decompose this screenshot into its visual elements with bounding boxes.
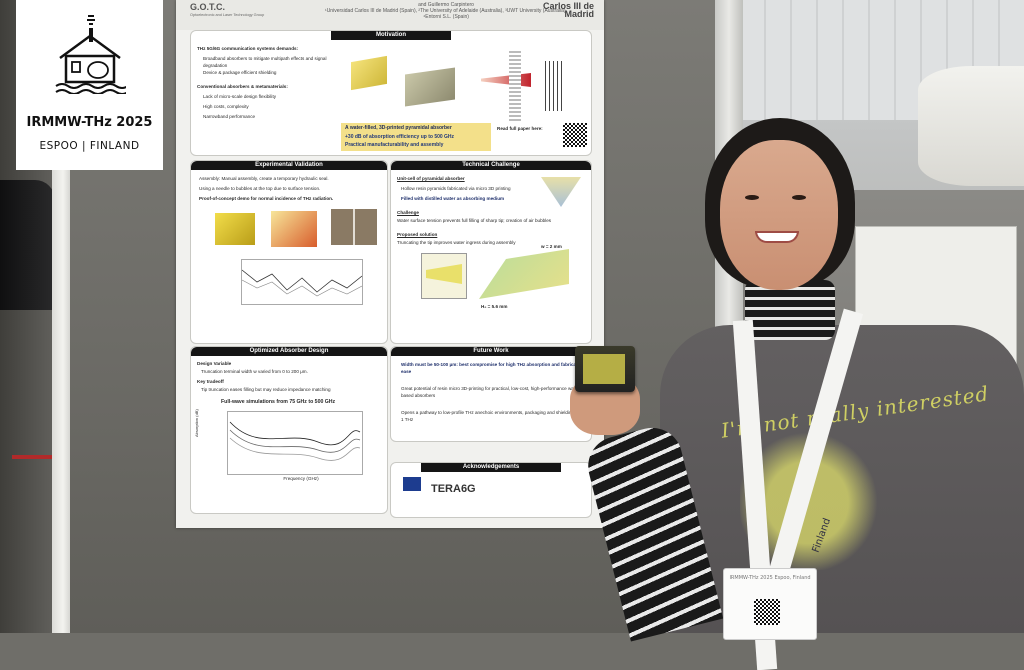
group-caption: Optoelectronic and Laser Technology Grou… bbox=[190, 13, 265, 17]
simulation-plot-svg bbox=[229, 421, 361, 461]
technical-section: Technical Challenge Unit-cell of pyramid… bbox=[390, 160, 592, 344]
w-dimension-label: w = 2 mm bbox=[541, 244, 562, 249]
absorber-illustration bbox=[351, 55, 387, 91]
optimized-section: Optimized Absorber Design Design Variabl… bbox=[190, 346, 388, 514]
partner-logo: TERA6G bbox=[431, 483, 476, 495]
future-section: Future Work Width must be 50-100 μm: bes… bbox=[390, 346, 592, 442]
experimental-bullet: Assembly: Manual assembly, create a temp… bbox=[199, 176, 329, 181]
experimental-section: Experimental Validation Assembly: Manual… bbox=[190, 160, 388, 344]
presenter: I'm not really interested Finland IRMMW-… bbox=[570, 100, 1024, 670]
future-header: Future Work bbox=[391, 347, 591, 356]
left-eye bbox=[745, 195, 759, 200]
conference-logo-card: IRMMW-THz 2025 ESPOO | FINLAND bbox=[16, 0, 163, 170]
university-logo: Carlos III de Madrid bbox=[534, 1, 594, 19]
affiliation-line: ¹Universidad Carlos III de Madrid (Spain… bbox=[325, 8, 567, 20]
conventional-bullet: Lack of micro-scale design flexibility bbox=[203, 94, 277, 99]
simulation-title: Full-wave simulations from 75 GHz to 500… bbox=[221, 399, 336, 405]
conference-location: ESPOO | FINLAND bbox=[39, 140, 140, 152]
motivation-title: THz 5G/6G communication systems demands: bbox=[197, 46, 299, 51]
experimental-bullet: Using a needle to bubbles at the top due… bbox=[199, 186, 321, 191]
pyramid-tip-illustration bbox=[541, 177, 581, 207]
right-eye bbox=[792, 195, 806, 200]
challenge-title: Challenge bbox=[397, 210, 419, 215]
conventional-bullet: High costs, complexity bbox=[203, 104, 249, 109]
motivation-header: Motivation bbox=[331, 31, 451, 40]
paper-qr-code[interactable] bbox=[563, 123, 587, 147]
conventional-title: Conventional absorbers & metamaterials: bbox=[197, 84, 288, 89]
future-bullet: Opens a pathway to low-profile THz anech… bbox=[401, 410, 586, 422]
house-sauna-icon bbox=[55, 15, 126, 94]
design-variable-title: Design Variable bbox=[197, 361, 232, 366]
sample-photos bbox=[331, 209, 377, 245]
tradeoff-text: Tip truncation eases filling but may red… bbox=[201, 387, 331, 392]
conventional-bullet: Narrowband performance bbox=[203, 114, 256, 119]
unit-cell-bullet: Filled with distilled water as absorbing… bbox=[401, 196, 505, 201]
badge-text: IRMMW-THz 2025 Espoo, Finland bbox=[729, 575, 811, 581]
absorber-photo bbox=[215, 213, 255, 245]
name-badge: IRMMW-THz 2025 Espoo, Finland bbox=[723, 568, 817, 640]
experimental-header: Experimental Validation bbox=[191, 161, 387, 170]
truncated-pyramid-3d bbox=[479, 249, 569, 299]
motivation-section: Motivation THz 5G/6G communication syste… bbox=[190, 30, 592, 156]
unit-cell-bullet: Hollow resin pyramids fabricated via mic… bbox=[401, 186, 511, 191]
dark-coat bbox=[0, 180, 55, 459]
solution-title: Proposed solution bbox=[397, 232, 438, 237]
key-result-1: +30 dB of absorption efficiency up to 50… bbox=[345, 134, 455, 140]
truncated-pyramid-2d bbox=[421, 253, 467, 299]
design-variable-text: Truncation terminal width w varied from … bbox=[201, 369, 308, 374]
face bbox=[720, 140, 838, 290]
key-result-title: A water-filled, 3D-printed pyramidal abs… bbox=[345, 125, 452, 131]
future-bullet: Great potential of resin micro 3D-printi… bbox=[401, 386, 581, 398]
acknowledgements-section: Acknowledgements TERA6G bbox=[390, 462, 592, 518]
setup-photo bbox=[271, 211, 317, 247]
coat-stripe bbox=[12, 455, 52, 459]
ceiling-lamp bbox=[918, 66, 1024, 186]
poster-authors: and Guillermo Carpintero ¹Universidad Ca… bbox=[316, 2, 576, 20]
acknowledgements-header: Acknowledgements bbox=[421, 463, 561, 472]
experimental-bullet: Proof-of-concept demo for normal inciden… bbox=[199, 196, 334, 201]
absorber-block-illustration bbox=[405, 67, 455, 107]
challenge-text: Water surface tension prevents full fill… bbox=[397, 218, 552, 223]
motivation-bullet: Broadband absorbers to mitigate multipat… bbox=[203, 56, 327, 68]
authors-line: and Guillermo Carpintero bbox=[418, 2, 474, 8]
poster-header: G.O.T.C. Optoelectronic and Laser Techno… bbox=[176, 0, 604, 30]
key-result-box: A water-filled, 3D-printed pyramidal abs… bbox=[341, 123, 491, 151]
simulation-plot bbox=[227, 411, 363, 475]
smile bbox=[755, 231, 799, 243]
paper-label: Read full paper here: bbox=[497, 126, 543, 131]
simulation-y-axis: Absorption (dB) bbox=[194, 409, 199, 437]
eu-flag-icon bbox=[403, 477, 421, 491]
tradeoff-title: Key tradeoff bbox=[197, 379, 224, 384]
simulation-x-axis: Frequency (GHz) bbox=[283, 476, 319, 481]
thz-beam-illustration bbox=[481, 73, 531, 87]
future-bullet: Width must be 50-100 μm: best compromise… bbox=[401, 362, 585, 374]
conference-title: IRMMW-THz 2025 bbox=[26, 115, 153, 130]
water-absorber-sample bbox=[575, 346, 635, 392]
badge-qr-code bbox=[754, 599, 780, 625]
key-result-2: Practical manufacturability and assembly bbox=[345, 142, 444, 148]
unit-cell-title: Unit-cell of pyramidal absorber bbox=[397, 176, 465, 181]
height-dimension-label: H₀ = 5.6 mm bbox=[481, 304, 508, 309]
technical-header: Technical Challenge bbox=[391, 161, 591, 170]
motivation-bullet: Device & package efficient shielding bbox=[203, 70, 277, 75]
university-logo-text: Carlos III de Madrid bbox=[542, 1, 594, 19]
wave-lines-illustration bbox=[545, 61, 563, 111]
experimental-plot-svg bbox=[241, 269, 363, 297]
experimental-plot bbox=[241, 259, 363, 305]
research-poster: G.O.T.C. Optoelectronic and Laser Techno… bbox=[176, 0, 604, 528]
solution-text: Truncating the tip improves water ingres… bbox=[397, 240, 516, 245]
striped-turtleneck bbox=[745, 280, 835, 340]
pyramid-array-illustration bbox=[509, 51, 521, 121]
optimized-header: Optimized Absorber Design bbox=[191, 347, 387, 356]
absorber-sample-face bbox=[583, 354, 625, 384]
poster-stand-frame bbox=[52, 170, 74, 633]
group-logo: G.O.T.C. bbox=[190, 2, 226, 12]
